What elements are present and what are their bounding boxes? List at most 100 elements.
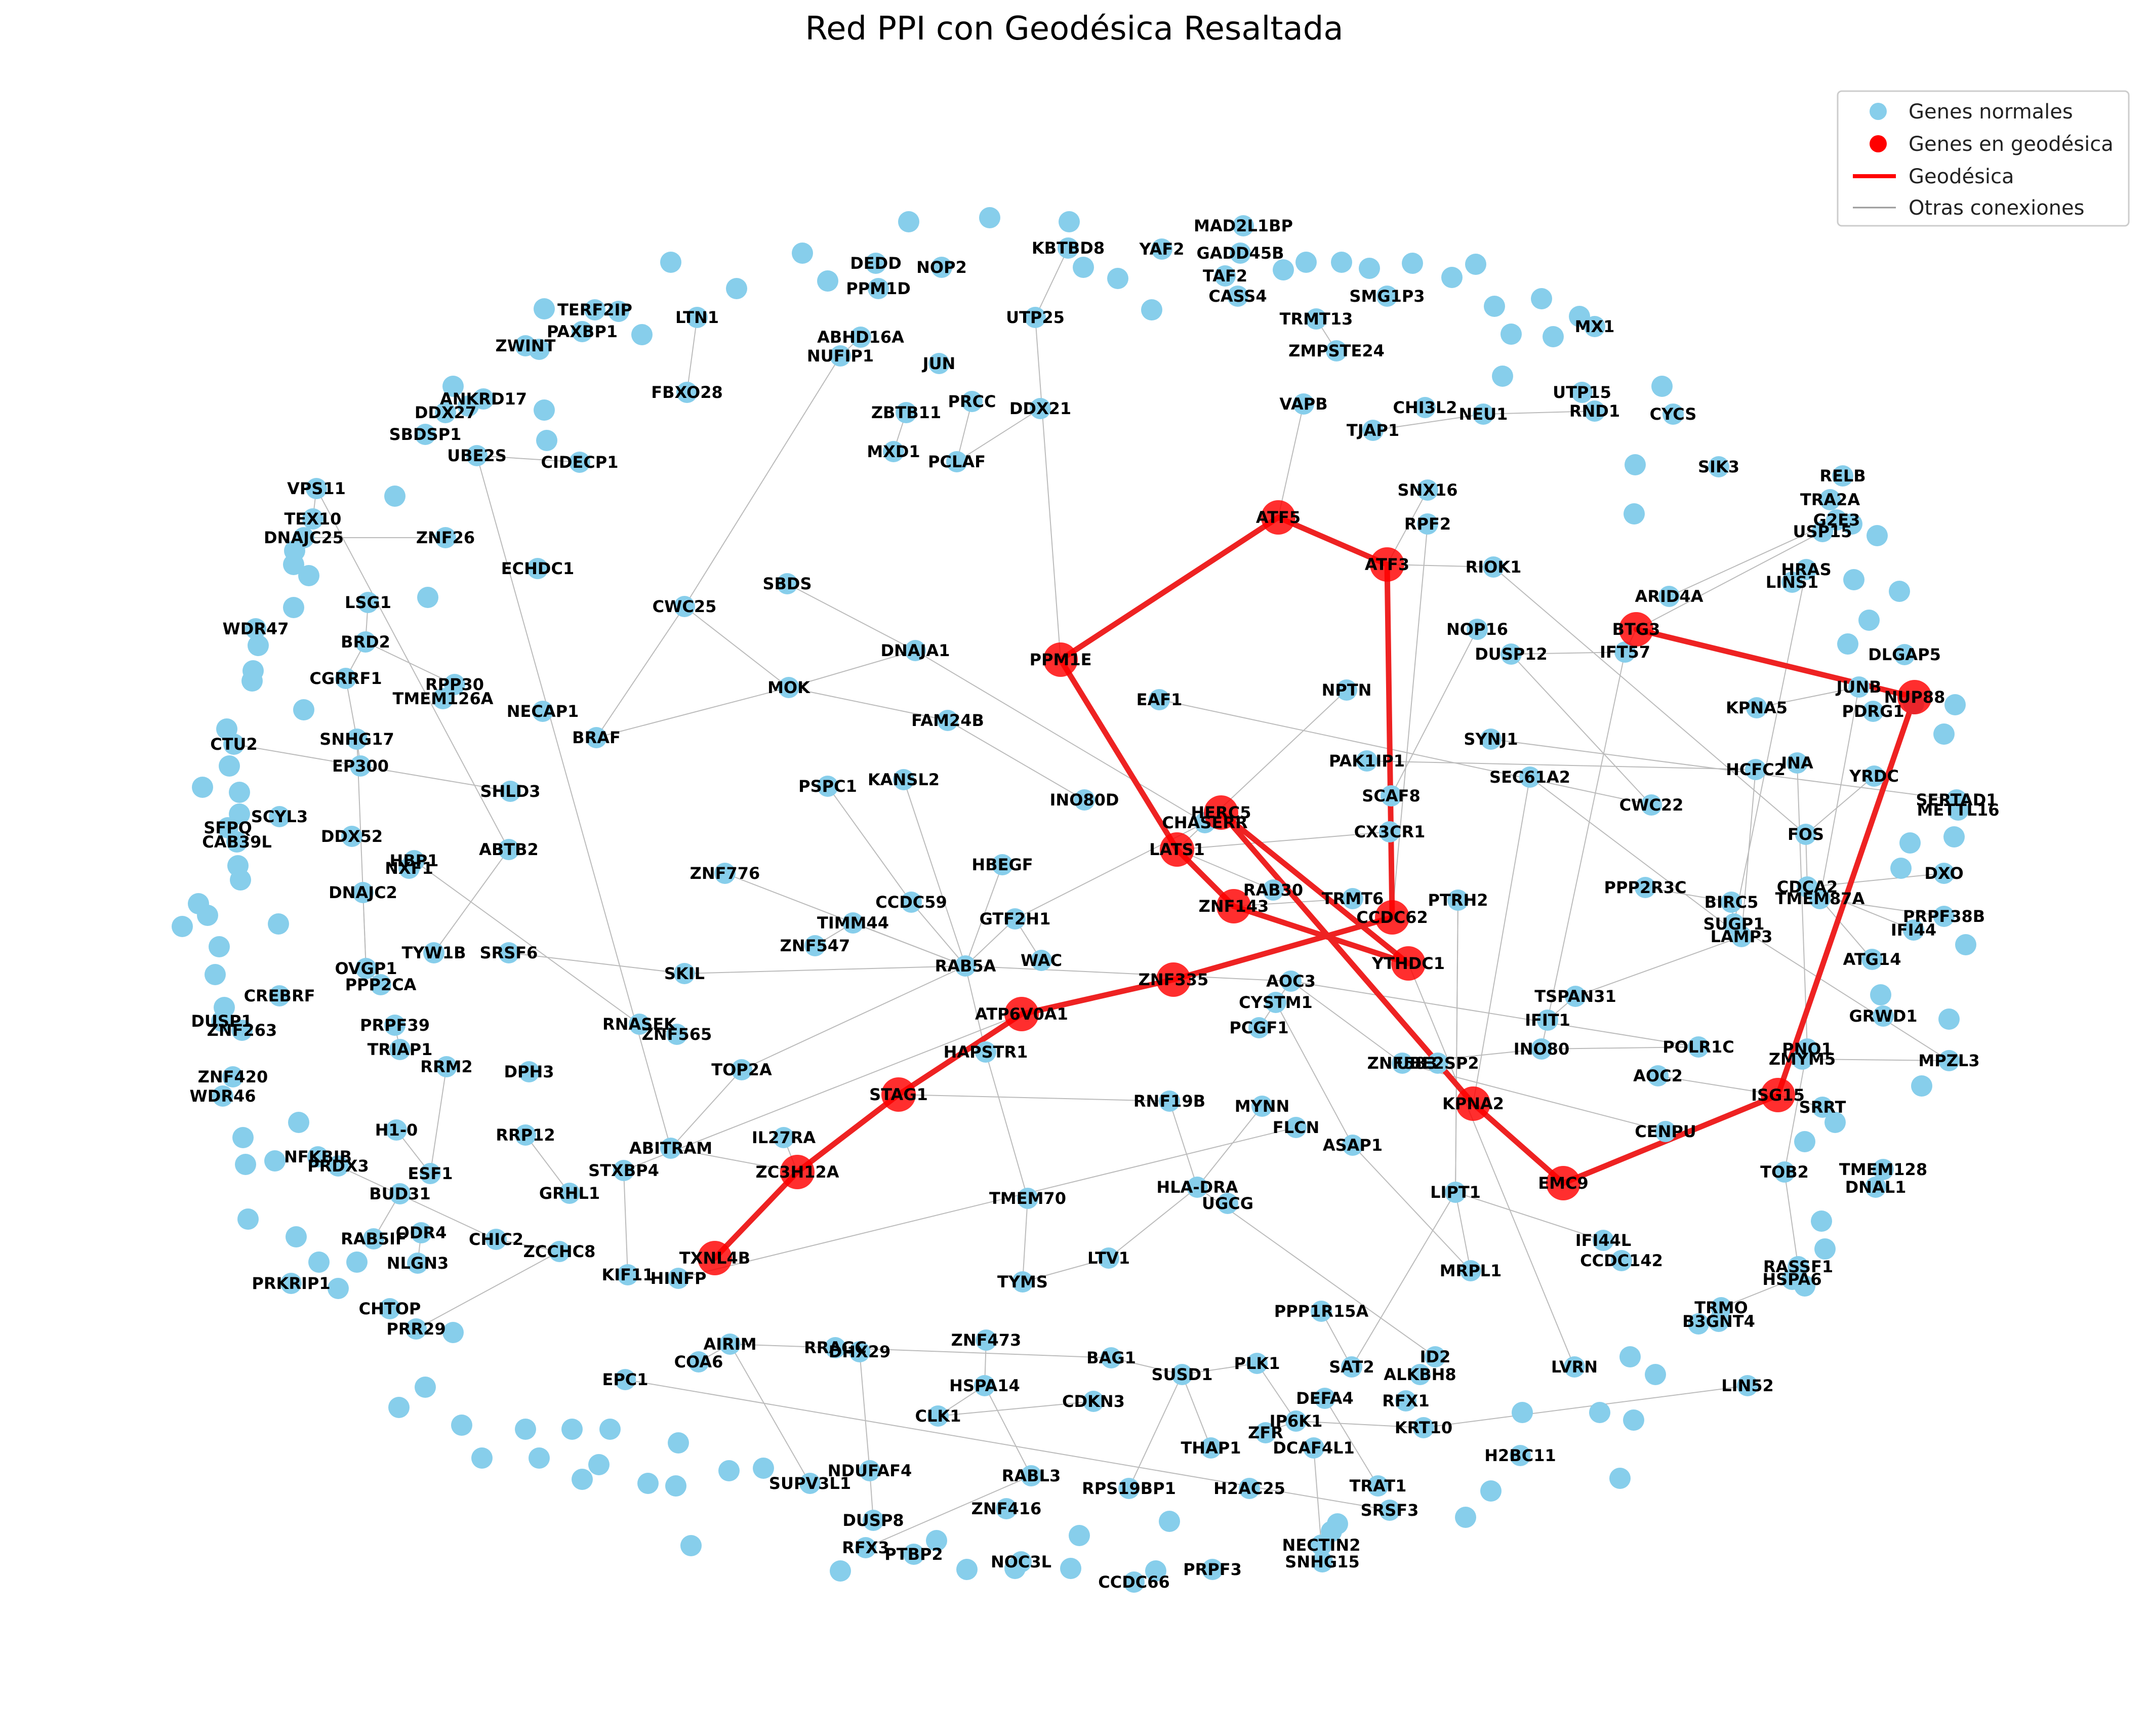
gene-node-DNAJA1 [905, 640, 926, 661]
unlabeled-gene-node [1955, 934, 1976, 955]
gene-node-BAG1 [1101, 1347, 1122, 1368]
unlabeled-gene-node [328, 1278, 349, 1299]
gene-node-COA6 [688, 1351, 709, 1372]
edge-SUSD1-BAG1 [1111, 1357, 1183, 1375]
gene-node-RRAGC [825, 1337, 846, 1358]
gene-label-ZMYM5: ZMYM5 [1769, 1049, 1836, 1069]
unlabeled-gene-node [1569, 306, 1590, 327]
gene-label-ODR4: ODR4 [396, 1223, 447, 1242]
gene-label-UTP15: UTP15 [1553, 383, 1611, 402]
gene-label-HAPSTR1: HAPSTR1 [944, 1042, 1028, 1062]
gene-node-SHLD3 [500, 781, 521, 802]
gene-label-IP6K1: IP6K1 [1270, 1411, 1323, 1431]
gene-label-DDX52: DDX52 [321, 827, 383, 846]
gene-label-POLR1C: POLR1C [1663, 1037, 1734, 1057]
gene-node-TSPAN31 [1565, 986, 1586, 1007]
gene-node-SAT2 [1341, 1356, 1362, 1378]
unlabeled-gene-node [308, 1251, 330, 1273]
gene-node-TMEM128 [1873, 1159, 1894, 1180]
gene-label-DEFA4: DEFA4 [1296, 1389, 1354, 1408]
edge-VPS11-ABTB2 [316, 488, 509, 850]
unlabeled-gene-node [229, 782, 250, 803]
gene-label-TERF2IP: TERF2IP [557, 300, 632, 319]
edge-RNASEK-HBP1 [414, 860, 640, 1025]
unlabeled-gene-node [442, 1322, 464, 1343]
gene-node-ATG14 [1861, 949, 1883, 970]
gene-node-PAK1IP1 [1356, 750, 1377, 772]
gene-node-UBE2SP2 [1427, 1053, 1448, 1074]
gene-label-HBEGF: HBEGF [971, 855, 1033, 874]
gene-node-LIN52 [1737, 1375, 1758, 1396]
gene-label-FOS: FOS [1788, 825, 1824, 844]
gene-label-LTV1: LTV1 [1087, 1248, 1130, 1268]
gene-label-CCDC66: CCDC66 [1098, 1572, 1170, 1592]
gene-node-ARID4A [1658, 586, 1680, 607]
edge-DUSP12-CWC22 [1511, 654, 1652, 805]
gene-label-LIN52: LIN52 [1721, 1376, 1774, 1395]
unlabeled-gene-node [1624, 503, 1645, 524]
gene-node-RPS19BP1 [1118, 1478, 1140, 1499]
gene-label-ZNF26: ZNF26 [416, 528, 475, 547]
gene-node-RPP30 [444, 674, 465, 695]
gene-node-DDX52 [341, 826, 362, 847]
edge-SEC61A2-KPNA2 [1473, 777, 1530, 1104]
unlabeled-gene-node [534, 399, 555, 421]
unlabeled-gene-node [534, 298, 555, 319]
gene-label-CAB39L: CAB39L [202, 832, 272, 852]
edge-ABITRAM-TOP2A [670, 1069, 742, 1149]
gene-node-MOK [778, 677, 799, 698]
gene-node-DXO [1933, 863, 1955, 884]
chart-title: Red PPI con Geodésica Resaltada [805, 10, 1343, 48]
gene-node-ZNF776 [714, 863, 736, 884]
unlabeled-gene-node [1512, 1402, 1533, 1423]
unlabeled-gene-node [1867, 525, 1888, 546]
edge-HBEGF-RAB5A [965, 864, 1003, 966]
edge-TSPAN31-LAMP3 [1575, 936, 1742, 997]
gene-node-BIRC5 [1721, 892, 1742, 913]
geodesic-node-ATF3 [1370, 547, 1404, 582]
unlabeled-gene-node [451, 1415, 472, 1436]
gene-label-SRRT: SRRT [1799, 1098, 1846, 1117]
edge-UTP25-KBTBD8 [1035, 248, 1069, 318]
gene-node-RAB5IF [363, 1228, 384, 1249]
gene-label-IFT57: IFT57 [1600, 642, 1650, 662]
unlabeled-gene-node [268, 913, 289, 935]
geodesic-label-BTG3: BTG3 [1612, 620, 1660, 639]
gene-node-PAXBP1 [572, 321, 593, 342]
gene-label-ZNF565: ZNF565 [642, 1025, 712, 1044]
gene-node-RFX3 [855, 1537, 876, 1558]
gene-label-TRAT1: TRAT1 [1350, 1476, 1407, 1496]
legend-box [1837, 90, 2130, 227]
gene-node-ABITRAM [660, 1138, 681, 1159]
edge-EP300-SHLD3 [360, 765, 511, 792]
gene-label-CWC22: CWC22 [1619, 795, 1684, 815]
unlabeled-gene-node [718, 1460, 740, 1481]
gene-label-DPH3: DPH3 [504, 1062, 554, 1081]
edge-USP15-BTG3 [1636, 531, 1823, 630]
gene-node-CGRRF1 [335, 668, 356, 689]
edge-CX3CR1-LATS1 [1177, 831, 1390, 850]
gene-node-PSPC1 [817, 776, 838, 797]
gene-node-SEC61A2 [1519, 766, 1540, 788]
gene-node-KRT10 [1413, 1417, 1434, 1438]
gene-label-SFPQ: SFPQ [204, 818, 252, 837]
geodesic-label-ZNF143: ZNF143 [1199, 897, 1269, 916]
gene-label-LAMP3: LAMP3 [1711, 927, 1773, 946]
gene-node-ZNF420 [222, 1066, 244, 1087]
unlabeled-gene-node [956, 1559, 978, 1580]
edge-KANSL2-RAB5A [903, 779, 966, 966]
gene-node-ZFR [1255, 1422, 1276, 1443]
edge-KPNA5-JUNB [1756, 687, 1859, 708]
gene-label-RAB5IF: RAB5IF [341, 1229, 407, 1248]
unlabeled-gene-node [1531, 288, 1552, 309]
gene-node-THAP1 [1200, 1437, 1222, 1459]
geodesic-label-ZC3H12A: ZC3H12A [755, 1162, 839, 1182]
gene-node-USP15 [1812, 521, 1833, 542]
gene-node-PRPF3 [1202, 1559, 1223, 1580]
gene-label-KIF11: KIF11 [601, 1265, 654, 1284]
gene-label-RRM2: RRM2 [420, 1057, 472, 1076]
geodesic-node-EMC9 [1546, 1166, 1580, 1200]
gene-label-PPP1R15A: PPP1R15A [1274, 1302, 1369, 1321]
gene-label-LINS1: LINS1 [1766, 573, 1818, 592]
gene-label-ZNF547: ZNF547 [780, 936, 850, 955]
